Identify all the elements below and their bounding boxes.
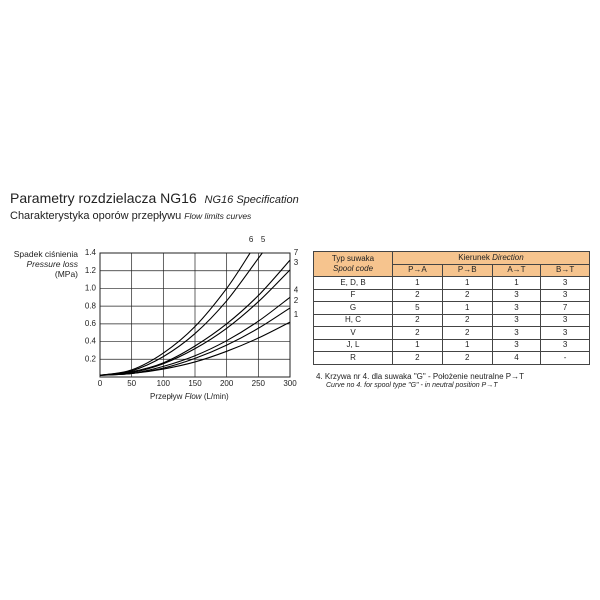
y-tick-label: 0.8 (85, 301, 97, 310)
y-tick-label: 1.2 (85, 266, 97, 275)
table-cell: 2 (441, 288, 493, 302)
table-cell: - (540, 351, 590, 365)
table-cell: 3 (491, 313, 542, 327)
spool-code: F (313, 288, 393, 302)
table-cell: 5 (392, 301, 443, 315)
table-cell: 3 (540, 326, 590, 340)
y-tick-label: 0.2 (85, 354, 97, 363)
curve-label: 5 (261, 235, 266, 244)
curve-label: 4 (294, 285, 299, 294)
title-en: NG16 Specification (204, 194, 299, 206)
x-tick-label: 50 (127, 379, 136, 388)
y-tick-label: 0.4 (85, 337, 97, 346)
table-cell: 4 (491, 351, 542, 365)
curve-label: 6 (249, 235, 254, 244)
table-cell: 2 (392, 313, 443, 327)
spool-label-en: Spool code (332, 264, 374, 273)
plot-frame (99, 252, 291, 378)
x-tick-label: 150 (188, 379, 202, 388)
table-cell: 7 (540, 301, 590, 315)
table-cell: 1 (392, 338, 443, 352)
x-tick-label: 300 (283, 379, 297, 388)
curve-label: 2 (294, 296, 299, 305)
table-cell: 2 (441, 351, 493, 365)
subtitle: Charakterystyka oporów przepływu (10, 210, 182, 222)
y-label-unit: (MPa) (54, 269, 78, 279)
spool-code: V (313, 326, 393, 340)
x-label: Przepływ (150, 392, 183, 401)
spool-table: Typ suwaka Spool code Kierunek Direction … (313, 251, 590, 365)
table-cell: 3 (540, 313, 590, 327)
subtitle-line: Charakterystyka oporów przepływu Flow li… (10, 210, 251, 222)
direction-column: P→A (392, 263, 443, 277)
subtitle-en: Flow limits curves (184, 211, 252, 221)
x-tick-label: 100 (157, 379, 171, 388)
x-tick-label: 200 (220, 379, 234, 388)
curve (99, 252, 251, 376)
direction-label: Kierunek (458, 252, 490, 262)
curve (99, 259, 291, 376)
note: 4. Krzywa nr 4. dla suwaka "G" - Położen… (316, 372, 524, 390)
table-cell: 1 (392, 276, 443, 290)
table-cell: 3 (540, 276, 590, 290)
direction-header: Kierunek Direction (392, 251, 590, 265)
spool-code: E, D, B (313, 276, 393, 290)
title-line: Parametry rozdzielacza NG16 NG16 Specifi… (10, 190, 299, 206)
y-tick-label: 1.4 (85, 248, 97, 257)
spool-code: J, L (313, 338, 393, 352)
table-cell: 3 (491, 288, 542, 302)
direction-column: P→B (441, 263, 493, 277)
x-axis-label: Przepływ Flow (L/min) (150, 392, 229, 401)
table-cell: 1 (441, 301, 493, 315)
curve (99, 269, 291, 376)
y-tick-label: 0.6 (85, 319, 97, 328)
table-cell: 2 (392, 326, 443, 340)
spool-label: Typ suwaka (331, 254, 375, 263)
table-cell: 3 (491, 338, 542, 352)
y-label: Spadek ciśnienia (13, 249, 78, 259)
table-cell: 1 (441, 338, 493, 352)
y-axis-label: Spadek ciśnienia Pressure loss (MPa) (8, 249, 78, 279)
curve-label: 7 (294, 248, 299, 257)
table-cell: 3 (491, 326, 542, 340)
table-cell: 3 (491, 301, 542, 315)
spool-code: R (313, 351, 393, 365)
curve (99, 252, 263, 376)
direction-column: B→T (540, 263, 590, 277)
table-cell: 1 (491, 276, 542, 290)
note-text: 4. Krzywa nr 4. dla suwaka "G" - Położen… (316, 372, 524, 381)
table-cell: 3 (540, 288, 590, 302)
table-cell: 1 (441, 276, 493, 290)
table-cell: 3 (540, 338, 590, 352)
curve-label: 1 (294, 310, 299, 319)
spool-code: H, C (313, 313, 393, 327)
table-cell: 2 (392, 351, 443, 365)
direction-column: A→T (491, 263, 542, 277)
note-text-en: Curve no 4. for spool type "G" - in neut… (326, 382, 498, 389)
x-tick-label: 0 (98, 379, 103, 388)
spool-code: G (313, 301, 393, 315)
table-cell: 2 (441, 326, 493, 340)
curve (99, 296, 291, 376)
table-cell: 2 (392, 288, 443, 302)
curve-label: 3 (294, 258, 299, 267)
y-label-en: Pressure loss (26, 259, 79, 269)
x-label-en: Flow (184, 392, 202, 401)
title: Parametry rozdzielacza NG16 (10, 190, 197, 206)
spool-header: Typ suwaka Spool code (313, 251, 393, 277)
x-tick-label: 250 (252, 379, 266, 388)
y-tick-label: 1.0 (85, 284, 97, 293)
direction-label-en: Direction (492, 252, 524, 262)
x-label-unit: (L/min) (203, 392, 229, 401)
table-cell: 2 (441, 313, 493, 327)
